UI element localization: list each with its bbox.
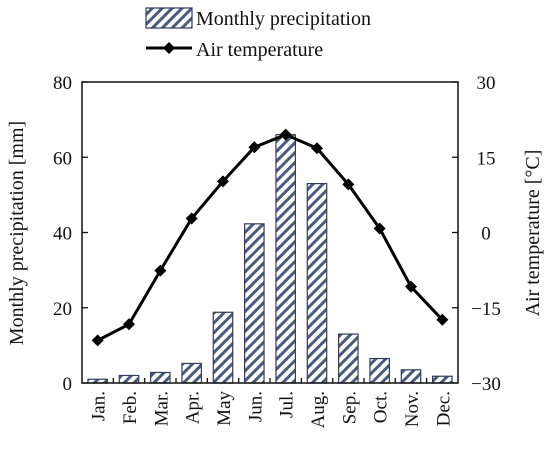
y-right-tick-label: 15: [477, 148, 496, 169]
plot-area: 0 20 40 60 80 −30 −15 0 15 30 Jan. Feb. Mar. Apr. May J…: [53, 73, 501, 428]
x-tick-label: Jul.: [277, 391, 298, 418]
y-left-tick-label: 60: [53, 148, 72, 169]
y-left-tick-label: 0: [63, 374, 73, 395]
legend-label-temperature: Air temperature: [196, 39, 323, 61]
x-tick-label: Oct.: [371, 391, 392, 423]
plot-frame: [81, 81, 459, 384]
legend: Monthly precipitation Air temperature: [145, 7, 371, 61]
y-left-tick-label: 80: [53, 73, 72, 94]
precipitation-bar: [306, 182, 328, 384]
x-tick-label: Nov.: [402, 391, 423, 427]
legend-marker-temperature: [163, 42, 175, 54]
x-tick-label: Feb.: [120, 391, 141, 424]
x-tick-label: Sep.: [339, 391, 360, 424]
legend-label-precipitation: Monthly precipitation: [196, 8, 371, 30]
x-tick-label: Aug.: [308, 391, 329, 428]
temperature-marker: [405, 280, 417, 293]
temperature-line: [96, 133, 444, 342]
temperature-marker: [154, 264, 167, 277]
y-right-tick-label: 0: [481, 224, 491, 245]
precipitation-bar: [432, 375, 453, 384]
y-right-tick-label: 30: [477, 73, 496, 94]
temperature-marker: [248, 141, 261, 154]
legend-swatch-precipitation: [145, 7, 193, 29]
y-left-tick-label: 40: [53, 224, 72, 245]
y-right-tick-label: −30: [471, 374, 501, 395]
x-tick-label: May: [214, 391, 235, 426]
y-right-tick-label: −15: [471, 299, 501, 320]
precipitation-bar: [369, 357, 390, 384]
temperature-marker: [185, 212, 198, 225]
y-left-tick-label: 20: [53, 299, 72, 320]
temperature-marker: [91, 334, 104, 347]
x-tick-label: Apr.: [183, 391, 204, 424]
precipitation-bar: [400, 369, 422, 384]
x-tick-label: Jan.: [89, 391, 110, 421]
precipitation-bar: [275, 134, 296, 384]
precipitation-bar: [212, 311, 234, 384]
precipitation-bar: [181, 362, 202, 384]
temperature-marker: [217, 175, 229, 188]
temperature-marker: [123, 318, 135, 331]
temperature-marker: [311, 142, 323, 155]
temperature-marker: [373, 222, 386, 235]
y-left-axis-title: Monthly precipitation [mm]: [6, 121, 28, 345]
x-tick-label: Jun.: [245, 391, 266, 422]
x-tick-label: Mar.: [151, 391, 172, 426]
precipitation-bar: [338, 333, 359, 384]
precipitation-bar: [150, 371, 171, 384]
temperature-marker: [279, 128, 292, 141]
precipitation-bar: [118, 374, 140, 384]
temperature-marker: [342, 178, 355, 191]
x-tick-label: Dec.: [433, 391, 454, 426]
precipitation-bar: [244, 223, 265, 384]
y-right-axis-title: Air temperature [°C]: [522, 150, 544, 317]
temperature-marker: [436, 313, 449, 326]
